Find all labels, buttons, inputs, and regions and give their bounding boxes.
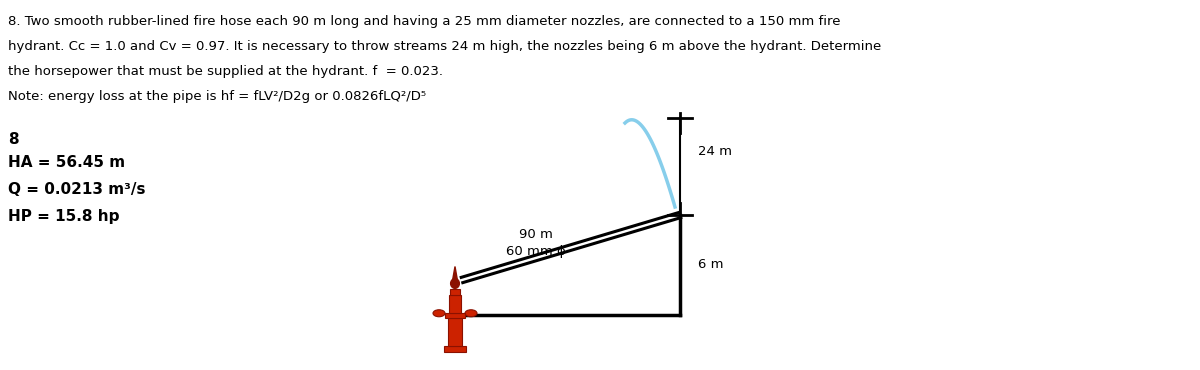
Text: the horsepower that must be supplied at the hydrant. f  = 0.023.: the horsepower that must be supplied at … xyxy=(8,65,443,78)
Bar xyxy=(449,295,461,313)
Text: hydrant. Cc = 1.0 and Cv = 0.97. It is necessary to throw streams 24 m high, the: hydrant. Cc = 1.0 and Cv = 0.97. It is n… xyxy=(8,40,881,53)
Text: 24 m: 24 m xyxy=(698,145,732,158)
Bar xyxy=(450,289,460,295)
Text: HP = 15.8 hp: HP = 15.8 hp xyxy=(8,209,120,224)
Polygon shape xyxy=(452,266,458,283)
Ellipse shape xyxy=(433,310,445,317)
Ellipse shape xyxy=(464,310,476,317)
Bar xyxy=(444,346,466,352)
Text: Note: energy loss at the pipe is hf = fLV²/D2g or 0.0826fLQ²/D⁵: Note: energy loss at the pipe is hf = fL… xyxy=(8,90,426,103)
Bar xyxy=(445,313,466,318)
Text: 8: 8 xyxy=(8,132,19,147)
Bar xyxy=(448,318,462,346)
Ellipse shape xyxy=(450,279,460,289)
Text: 8. Two smooth rubber-lined fire hose each 90 m long and having a 25 mm diameter : 8. Two smooth rubber-lined fire hose eac… xyxy=(8,15,840,28)
Text: HA = 56.45 m: HA = 56.45 m xyxy=(8,155,125,170)
Text: 90 m
60 mm ϕ: 90 m 60 mm ϕ xyxy=(506,228,566,258)
Text: 6 m: 6 m xyxy=(698,259,724,272)
Text: Q = 0.0213 m³/s: Q = 0.0213 m³/s xyxy=(8,182,145,197)
